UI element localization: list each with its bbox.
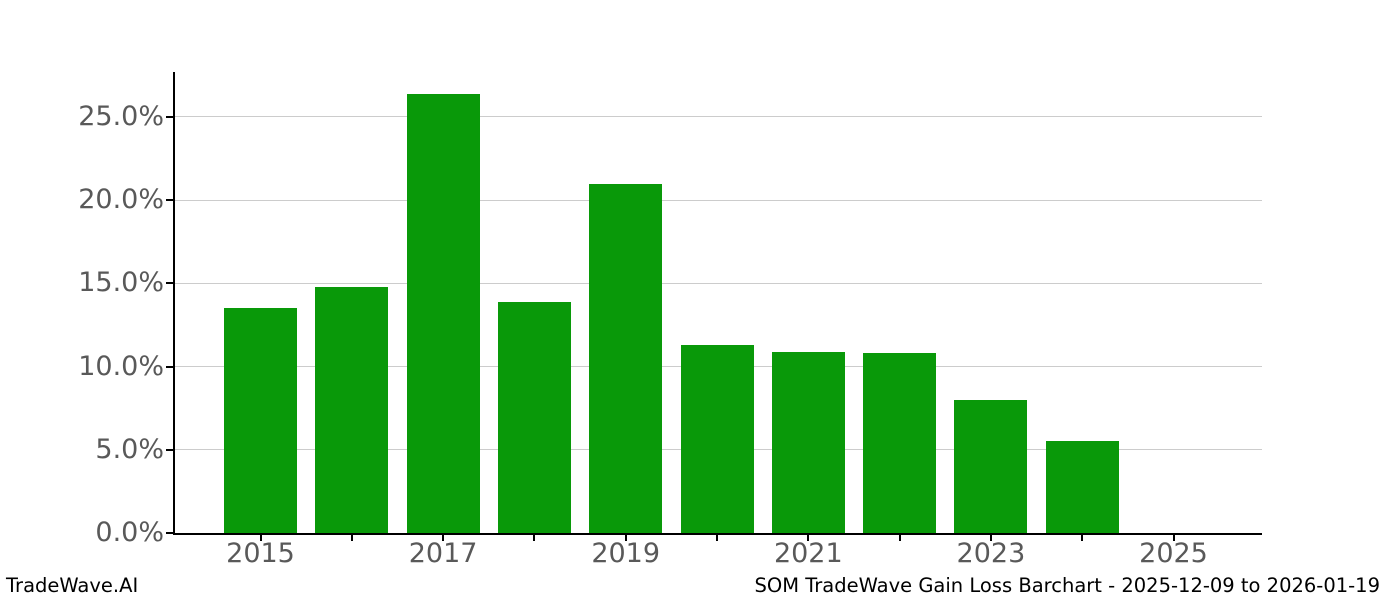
y-tick-25	[166, 115, 173, 118]
x-tick-2023	[989, 533, 992, 541]
y-tick-label-0: 0.0%	[95, 517, 164, 548]
y-tick-label-10: 10.0%	[78, 350, 164, 382]
y-tick-15	[166, 282, 173, 285]
gridline-15	[175, 282, 1262, 284]
bar-2022	[863, 353, 937, 533]
x-tick-2015	[259, 533, 262, 541]
gridline-20	[175, 199, 1262, 201]
x-tick-label-2015: 2015	[226, 538, 295, 569]
gridline-25	[175, 116, 1262, 118]
x-tick-2020	[716, 533, 718, 541]
y-tick-10	[166, 365, 173, 368]
x-tick-2019	[624, 533, 627, 541]
x-tick-2018	[533, 533, 536, 541]
chart-caption: SOM TradeWave Gain Loss Barchart - 2025-…	[754, 574, 1380, 597]
bar-2024	[1045, 441, 1119, 533]
x-tick-label-2023: 2023	[956, 538, 1026, 569]
bar-2017	[406, 93, 480, 533]
y-tick-label-25: 25.0%	[78, 100, 164, 132]
bar-2019	[589, 183, 663, 533]
y-tick-label-15: 15.0%	[78, 267, 164, 299]
x-tick-2024	[1081, 533, 1084, 541]
x-tick-label-2021: 2021	[773, 538, 843, 569]
y-tick-label-20: 20.0%	[78, 184, 164, 216]
plot-area	[166, 72, 1262, 541]
bar-2015	[224, 308, 297, 533]
bar-2023	[954, 399, 1028, 533]
x-tick-label-2017: 2017	[408, 538, 478, 569]
x-tick-2025	[1172, 533, 1175, 541]
y-axis-spine	[173, 72, 175, 533]
bar-2020	[680, 344, 754, 533]
y-tick-20	[166, 199, 173, 202]
bar-2021	[771, 351, 845, 533]
x-tick-2021	[807, 533, 810, 541]
x-tick-2022	[898, 533, 901, 541]
bar-2018	[497, 301, 571, 533]
y-tick-label-5: 5.0%	[95, 433, 164, 465]
x-tick-2016	[350, 533, 353, 541]
x-tick-2017	[442, 533, 445, 541]
y-tick-0	[166, 532, 173, 534]
bar-2016	[315, 286, 389, 533]
x-tick-label-2019: 2019	[591, 538, 661, 569]
y-tick-5	[166, 448, 173, 451]
brand-watermark: TradeWave.AI	[6, 574, 139, 597]
x-tick-label-2025: 2025	[1139, 538, 1208, 569]
